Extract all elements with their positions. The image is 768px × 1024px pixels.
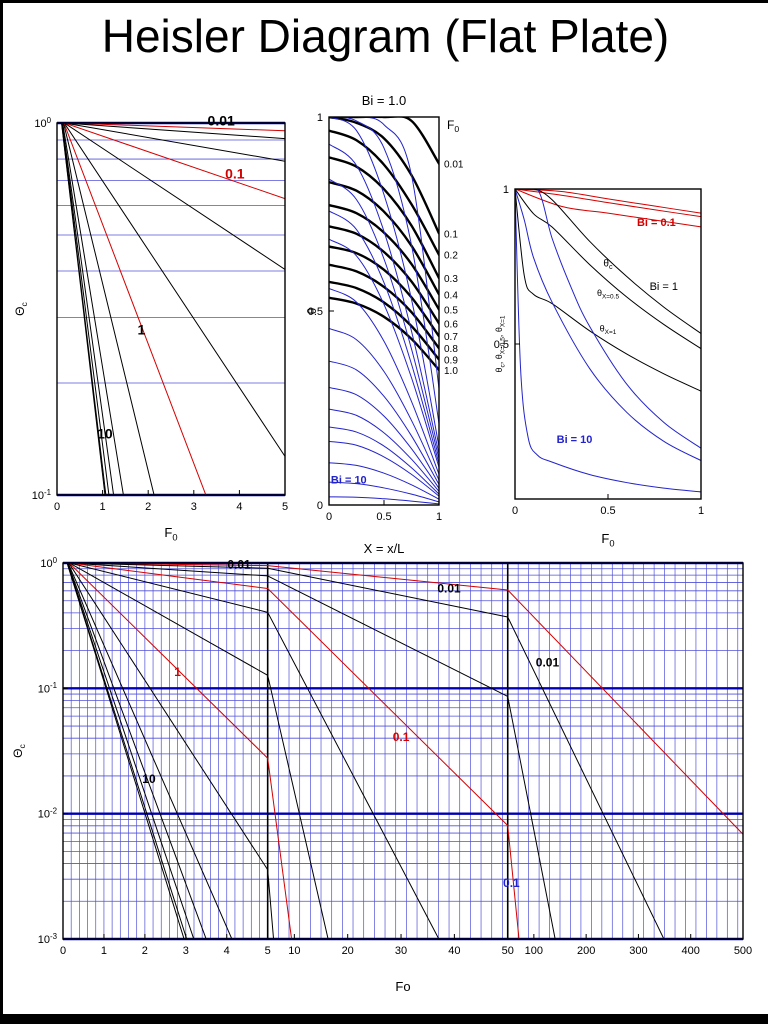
svg-text:0.5: 0.5 (308, 306, 323, 318)
svg-text:θX=0.5​: θX=0.5​ (597, 288, 620, 300)
svg-text:4: 4 (224, 945, 230, 957)
svg-text:10-1​: 10-1​ (38, 681, 58, 695)
chart-heisler-main: 0 1 2 3 4 5 10 20 30 40 50 100 200 300 400 500 100​ 10-1​… (9, 547, 765, 999)
svg-text:0.5: 0.5 (376, 511, 391, 523)
svg-text:Bi = 1: Bi = 1 (650, 281, 678, 293)
svg-text:0.1: 0.1 (503, 876, 520, 890)
svg-text:10: 10 (97, 425, 113, 441)
svg-text:500: 500 (734, 945, 752, 957)
svg-text:5: 5 (265, 945, 271, 957)
svg-text:10-1​: 10-1​ (32, 488, 52, 502)
chart-position-curves: 0 0.5 1 1 0.5 Bi = 0.1 θc​ Bi = 1 θX=0.5​ θX=1​ Bi… (489, 173, 711, 551)
svg-text:Bi = 1.0: Bi = 1.0 (362, 93, 406, 108)
svg-text:0.01: 0.01 (227, 558, 251, 572)
svg-text:400: 400 (682, 945, 700, 957)
svg-text:0.8: 0.8 (444, 344, 458, 355)
svg-text:0: 0 (317, 500, 323, 512)
svg-text:θc​, θX=0.5​, θX=1​: θc​, θX=0.5​, θX=1​ (494, 315, 506, 372)
svg-text:2: 2 (145, 501, 151, 513)
svg-text:1: 1 (101, 945, 107, 957)
chart-center-temperature-small: 0 1 2 3 4 5 100​ 10-1​ 0.01 0.1 1 10 F0​ Θc​ (11, 107, 299, 545)
svg-text:200: 200 (577, 945, 595, 957)
svg-text:0.5: 0.5 (444, 305, 458, 316)
svg-text:100​: 100​ (34, 116, 51, 130)
svg-text:100: 100 (525, 945, 543, 957)
svg-text:Θc​: Θc​ (11, 743, 27, 757)
chart-temperature-profile: 00.5110.50F0​0.010.10.20.30.40.50.60.70.… (303, 83, 481, 561)
svg-text:4: 4 (236, 501, 242, 513)
svg-text:Bi = 0.1: Bi = 0.1 (637, 217, 676, 229)
svg-text:30: 30 (395, 945, 407, 957)
svg-text:θX=1​: θX=1​ (600, 324, 617, 336)
svg-text:0.9: 0.9 (444, 356, 458, 367)
svg-text:10-3​: 10-3​ (38, 932, 58, 946)
svg-text:1: 1 (174, 665, 181, 679)
svg-text:Θc​: Θc​ (13, 301, 29, 315)
svg-text:θc​: θc​ (603, 259, 613, 272)
svg-text:Bi = 10: Bi = 10 (331, 475, 367, 487)
svg-text:3: 3 (183, 945, 189, 957)
svg-text:1: 1 (436, 511, 442, 523)
svg-text:0.5: 0.5 (600, 505, 615, 517)
slide-title: Heisler Diagram (Flat Plate) (101, 10, 670, 62)
svg-text:0.1: 0.1 (225, 165, 245, 181)
svg-text:0: 0 (54, 501, 60, 513)
svg-text:40: 40 (448, 945, 460, 957)
svg-text:10: 10 (288, 945, 300, 957)
svg-text:0.6: 0.6 (444, 319, 458, 330)
svg-text:F0​: F0​ (447, 118, 459, 134)
svg-text:0.1: 0.1 (393, 730, 410, 744)
svg-text:0.1: 0.1 (444, 229, 458, 240)
svg-text:Fo: Fo (395, 979, 410, 994)
svg-text:1: 1 (317, 112, 323, 124)
svg-text:0: 0 (512, 505, 518, 517)
svg-text:0.7: 0.7 (444, 332, 458, 343)
svg-text:0.01: 0.01 (444, 160, 464, 171)
svg-text:F0​: F0​ (601, 531, 614, 549)
svg-text:Bi = 10: Bi = 10 (557, 434, 593, 446)
svg-text:2: 2 (142, 945, 148, 957)
svg-text:0.01: 0.01 (437, 582, 461, 596)
svg-text:300: 300 (629, 945, 647, 957)
svg-text:10-2​: 10-2​ (38, 806, 57, 820)
svg-text:0.5: 0.5 (494, 339, 509, 351)
svg-text:θ: θ (305, 307, 319, 314)
svg-text:0.4: 0.4 (444, 290, 458, 301)
svg-text:0.3: 0.3 (444, 274, 458, 285)
svg-text:F0​: F0​ (164, 525, 177, 543)
svg-text:50: 50 (502, 945, 514, 957)
svg-text:3: 3 (191, 501, 197, 513)
svg-text:1: 1 (503, 184, 509, 196)
svg-text:0: 0 (60, 945, 66, 957)
svg-text:20: 20 (342, 945, 354, 957)
svg-text:1: 1 (698, 505, 704, 517)
svg-text:0.2: 0.2 (444, 251, 458, 262)
svg-text:0: 0 (326, 511, 332, 523)
svg-text:100​: 100​ (40, 556, 57, 570)
svg-text:X = x/L: X = x/L (364, 541, 405, 556)
svg-text:5: 5 (282, 501, 288, 513)
svg-text:10: 10 (142, 772, 156, 786)
svg-text:1.0: 1.0 (444, 366, 458, 377)
svg-text:1: 1 (137, 322, 145, 338)
svg-text:0.01: 0.01 (208, 112, 235, 128)
svg-text:1: 1 (100, 501, 106, 513)
svg-text:0.01: 0.01 (536, 655, 560, 669)
